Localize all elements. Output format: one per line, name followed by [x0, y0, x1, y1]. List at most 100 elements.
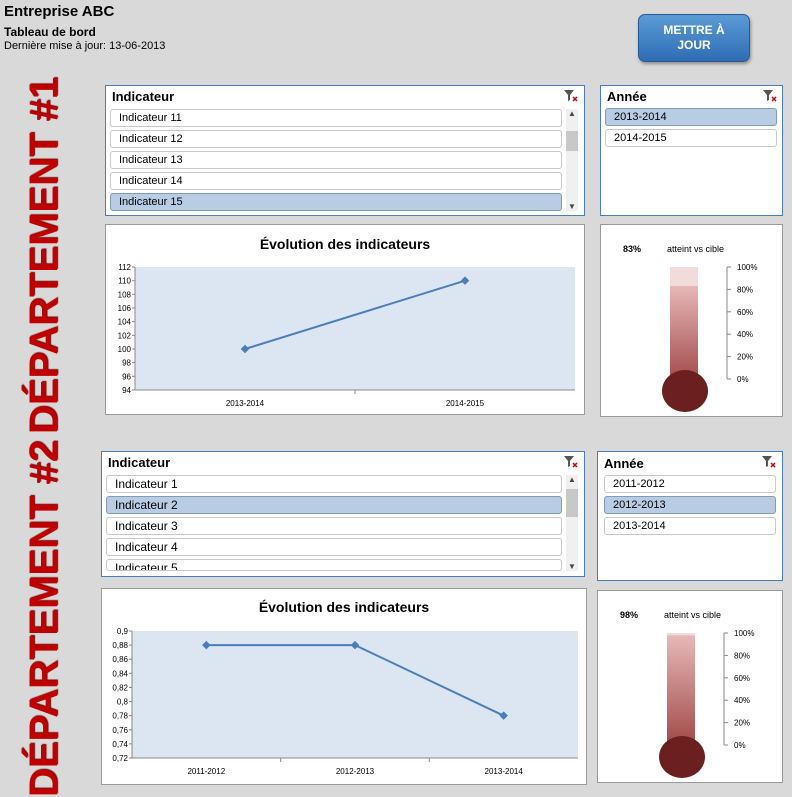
plot-area [132, 631, 578, 758]
y-tick-label: 0,9 [117, 627, 129, 636]
clear-filter-icon[interactable] [762, 456, 776, 468]
slicer-item-selected[interactable]: Indicateur 15 [110, 193, 562, 211]
gauge-tick-label: 20% [734, 719, 750, 728]
slicer-item[interactable]: Indicateur 4 [106, 538, 562, 556]
clear-filter-icon[interactable] [763, 90, 777, 102]
gauge-tick-label: 0% [737, 375, 749, 384]
gauge-tick-label: 20% [737, 353, 753, 362]
y-tick-label: 0,72 [112, 754, 128, 763]
gauge-percent: 98% [620, 610, 638, 620]
plot-area [135, 267, 575, 390]
gauge-caption: atteint vs cible [667, 244, 724, 254]
slicer-title: Année [607, 89, 647, 104]
slicer-item[interactable]: Indicateur 11 [110, 109, 562, 127]
indicator-slicer-2: Indicateur Indicateur 1 Indicateur 2 Ind… [101, 451, 585, 577]
y-tick-label: 104 [118, 318, 132, 327]
gauge-tick-label: 40% [737, 330, 753, 339]
scrollbar[interactable]: ▲ ▼ [566, 109, 578, 211]
slicer-item[interactable]: Indicateur 12 [110, 130, 562, 148]
y-tick-label: 100 [118, 345, 132, 354]
y-tick-label: 96 [122, 372, 131, 381]
thermometer-gauge: 83% atteint vs cible 100% 80% 60% 40% 20% 0% [623, 244, 757, 412]
slicer-item-selected[interactable]: 2013-2014 [605, 108, 777, 126]
gauge-caption: atteint vs cible [664, 610, 721, 620]
department-1-label: DÉPARTEMENT #1 [22, 76, 67, 434]
scrollbar[interactable]: ▲ ▼ [566, 475, 578, 571]
y-tick-label: 98 [122, 359, 131, 368]
slicer-item[interactable]: Indicateur 13 [110, 151, 562, 169]
gauge-tick-label: 40% [734, 696, 750, 705]
gauge-tick-label: 100% [737, 263, 757, 272]
y-tick-label: 0,8 [117, 698, 129, 707]
y-tick-label: 0,88 [112, 641, 128, 650]
y-tick-label: 0,78 [112, 712, 128, 721]
slicer-title: Année [604, 456, 644, 471]
clear-filter-icon[interactable] [564, 456, 578, 468]
thermometer-gauge: 98% atteint vs cible 100% 80% 60% 40% 20% 0% [620, 610, 754, 778]
company-title: Entreprise ABC [4, 3, 115, 20]
gauge-tick-label: 0% [734, 741, 746, 750]
x-tick-label: 2012-2013 [336, 767, 375, 776]
gauge-bulb [662, 370, 708, 412]
scroll-up-icon[interactable]: ▲ [568, 475, 576, 484]
indicator-slicer-1: Indicateur Indicateur 11 Indicateur 12 I… [105, 85, 585, 216]
scroll-thumb[interactable] [566, 489, 578, 517]
gauge-tick-label: 60% [734, 674, 750, 683]
last-updated: Dernière mise à jour: 13-06-2013 [4, 40, 166, 52]
x-tick-label: 2013-2014 [485, 767, 524, 776]
slicer-title: Indicateur [112, 89, 175, 104]
clear-filter-icon[interactable] [564, 90, 578, 102]
y-tick-label: 108 [118, 290, 132, 299]
chart-title: Évolution des indicateurs [258, 599, 430, 615]
data-point [499, 711, 508, 720]
chart-title: Évolution des indicateurs [259, 236, 431, 252]
slicer-item[interactable]: Indicateur 5 [106, 559, 562, 571]
y-tick-label: 0,86 [112, 655, 128, 664]
slicer-item[interactable]: Indicateur 14 [110, 172, 562, 190]
update-button[interactable]: METTRE À JOUR [638, 14, 750, 62]
scroll-down-icon[interactable]: ▼ [568, 562, 576, 571]
dashboard-subtitle: Tableau de bord [4, 25, 96, 39]
gauge-tick-label: 100% [734, 629, 754, 638]
y-tick-label: 94 [122, 386, 131, 395]
gauge-bulb [659, 736, 705, 778]
gauge-tick-label: 80% [734, 651, 750, 660]
y-tick-label: 0,74 [112, 740, 128, 749]
series-line [244, 279, 466, 350]
gauge-panel-1: 83% atteint vs cible 100% 80% 60% 40% 20% 0% [600, 224, 783, 417]
y-tick-label: 102 [118, 331, 132, 340]
data-point [460, 276, 470, 285]
gauge-panel-2: 98% atteint vs cible 100% 80% 60% 40% 20% 0% [597, 590, 783, 783]
y-tick-label: 0,76 [112, 726, 128, 735]
x-tick-label: 2013-2014 [226, 399, 265, 408]
slicer-item-selected[interactable]: 2012-2013 [604, 496, 776, 514]
y-tick-label: 0,82 [112, 683, 128, 692]
y-tick-label: 110 [118, 277, 131, 286]
slicer-item[interactable]: 2013-2014 [604, 517, 776, 535]
x-tick-label: 2014-2015 [446, 399, 485, 408]
year-slicer-1: Année 2013-2014 2014-2015 [600, 85, 783, 216]
slicer-item[interactable]: 2011-2012 [604, 475, 776, 493]
department-2-label: DÉPARTEMENT #2 [22, 439, 67, 797]
data-point [202, 640, 211, 650]
data-point [350, 640, 360, 650]
scroll-thumb[interactable] [566, 131, 578, 151]
data-point [240, 344, 250, 354]
scroll-down-icon[interactable]: ▼ [568, 202, 576, 211]
y-tick-label: 106 [118, 304, 132, 313]
line-chart-1: Évolution des indicateurs 112 110 108 106 10… [105, 224, 585, 415]
chart-svg: 112 110 108 106 104 102 100 98 96 94 2013-2014 2014… [118, 263, 575, 408]
scroll-up-icon[interactable]: ▲ [568, 109, 576, 118]
slicer-item[interactable]: Indicateur 3 [106, 517, 562, 535]
chart-svg: 0,9 0,88 0,86 0,84 0,82 0,8 0,78 0,76 0,74 0,72 20… [112, 627, 578, 776]
line-chart-2: Évolution des indicateurs 0,9 0,88 0,86 0,8… [101, 588, 587, 785]
slicer-item-selected[interactable]: Indicateur 2 [106, 496, 562, 514]
gauge-tick-label: 80% [737, 285, 753, 294]
slicer-item[interactable]: Indicateur 1 [106, 475, 562, 493]
slicer-item[interactable]: 2014-2015 [605, 129, 777, 147]
gauge-tick-label: 60% [737, 308, 753, 317]
year-slicer-2: Année 2011-2012 2012-2013 2013-2014 [597, 451, 783, 581]
y-tick-label: 0,84 [112, 669, 128, 678]
gauge-percent: 83% [623, 244, 641, 254]
x-tick-label: 2011-2012 [187, 767, 225, 776]
